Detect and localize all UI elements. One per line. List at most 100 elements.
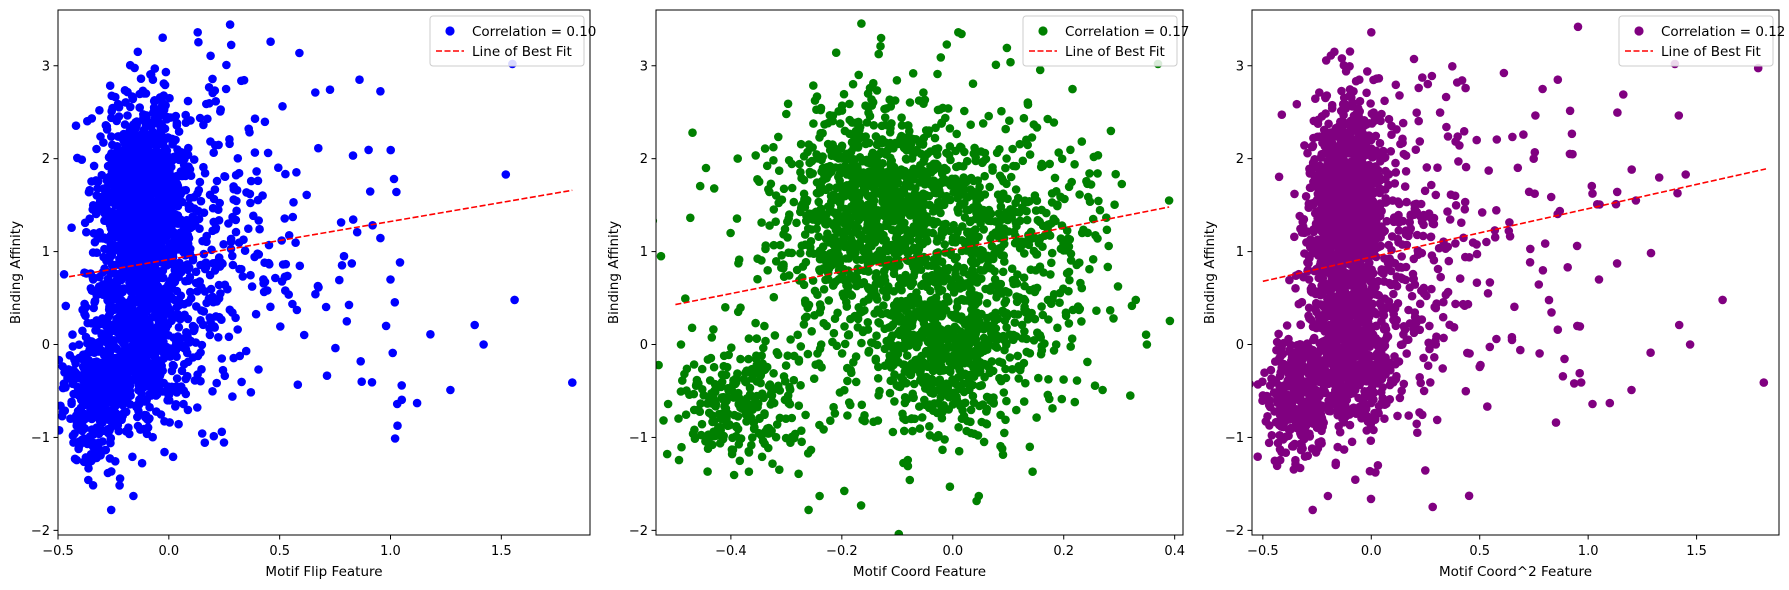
scatter-point	[752, 351, 761, 361]
scatter-point	[128, 452, 137, 462]
scatter-point	[827, 257, 836, 266]
scatter-point	[470, 320, 480, 330]
scatter-point	[887, 311, 897, 320]
scatter-point	[91, 176, 101, 186]
scatter-point	[60, 406, 70, 416]
scatter-point	[159, 209, 168, 218]
scatter-point	[662, 449, 672, 459]
scatter-point	[854, 70, 863, 80]
scatter-point	[121, 427, 131, 436]
scatter-point	[1065, 235, 1075, 244]
scatter-point	[659, 416, 668, 425]
scatter-point	[85, 185, 94, 195]
scatter-point	[386, 275, 395, 284]
scatter-point	[744, 467, 754, 477]
scatter-point	[850, 155, 859, 165]
scatter-point	[794, 401, 804, 411]
scatter-point	[98, 233, 107, 243]
scatter-point	[1110, 200, 1119, 209]
scatter-point	[313, 281, 323, 291]
scatter-point	[832, 193, 842, 202]
scatter-point	[344, 300, 354, 310]
scatter-point	[769, 369, 778, 378]
scatter-point	[1002, 323, 1011, 332]
scatter-point	[288, 299, 297, 309]
scatter-point	[246, 270, 255, 280]
scatter-point	[1051, 340, 1061, 349]
scatter-point	[151, 113, 160, 122]
scatter-point	[136, 299, 146, 309]
scatter-point	[1047, 248, 1057, 258]
scatter-point	[163, 175, 173, 184]
scatter-point	[1055, 288, 1065, 298]
scatter-point	[172, 286, 182, 296]
scatter-point	[128, 135, 138, 145]
scatter-point	[823, 229, 832, 238]
scatter-point	[704, 430, 713, 440]
scatter-point	[188, 255, 198, 265]
scatter-point	[1025, 349, 1035, 358]
scatter-point	[98, 418, 107, 428]
scatter-point	[887, 197, 897, 207]
scatter-point	[116, 249, 126, 259]
scatter-point	[1062, 226, 1072, 235]
scatter-point	[697, 419, 707, 429]
scatter-point	[112, 142, 122, 151]
scatter-point	[1085, 197, 1095, 206]
scatter-point	[311, 289, 320, 299]
scatter-point	[171, 135, 180, 145]
scatter-point	[1017, 320, 1027, 330]
scatter-point	[144, 282, 153, 291]
scatter-point	[124, 329, 133, 338]
y-axis-label: Binding Affinity	[8, 221, 24, 324]
scatter-point	[909, 379, 919, 389]
scatter-point	[730, 410, 739, 420]
scatter-point	[910, 245, 919, 254]
scatter-point	[708, 440, 717, 450]
scatter-point	[1066, 342, 1075, 351]
scatter-point	[159, 349, 169, 358]
scatter-point	[93, 184, 102, 193]
scatter-point	[1054, 148, 1063, 157]
scatter-point	[1095, 205, 1105, 215]
scatter-point	[960, 333, 970, 343]
scatter-point	[115, 474, 125, 483]
scatter-point	[105, 299, 114, 308]
scatter-point	[887, 119, 896, 128]
scatter-point	[176, 189, 186, 198]
scatter-point	[145, 414, 154, 423]
scatter-point	[228, 251, 237, 261]
scatter-point	[278, 260, 288, 269]
scatter-point	[992, 343, 1002, 352]
scatter-point	[174, 301, 184, 310]
scatter-point	[128, 294, 137, 304]
scatter-point	[292, 168, 301, 177]
scatter-point	[968, 79, 978, 88]
scatter-point	[144, 205, 153, 215]
scatter-point	[766, 179, 776, 189]
scatter-point	[80, 218, 90, 228]
scatter-point	[682, 386, 691, 395]
scatter-point	[276, 322, 285, 331]
scatter-point	[1039, 268, 1048, 277]
scatter-point	[963, 193, 973, 202]
scatter-point	[885, 95, 894, 104]
scatter-point	[140, 143, 150, 153]
scatter-point	[1109, 314, 1118, 323]
scatter-point	[228, 212, 237, 222]
scatter-point	[736, 434, 746, 443]
scatter-point	[869, 121, 879, 130]
scatter-point	[82, 436, 91, 445]
scatter-point	[95, 197, 105, 206]
scatter-point	[147, 122, 156, 131]
scatter-point	[906, 281, 916, 291]
scatter-point	[934, 430, 943, 440]
scatter-point	[98, 437, 107, 446]
scatter-point	[198, 236, 207, 246]
scatter-point	[734, 388, 743, 398]
scatter-point	[859, 297, 869, 307]
scatter-point	[900, 398, 910, 408]
scatter-point	[1043, 295, 1053, 305]
scatter-point	[999, 224, 1009, 233]
